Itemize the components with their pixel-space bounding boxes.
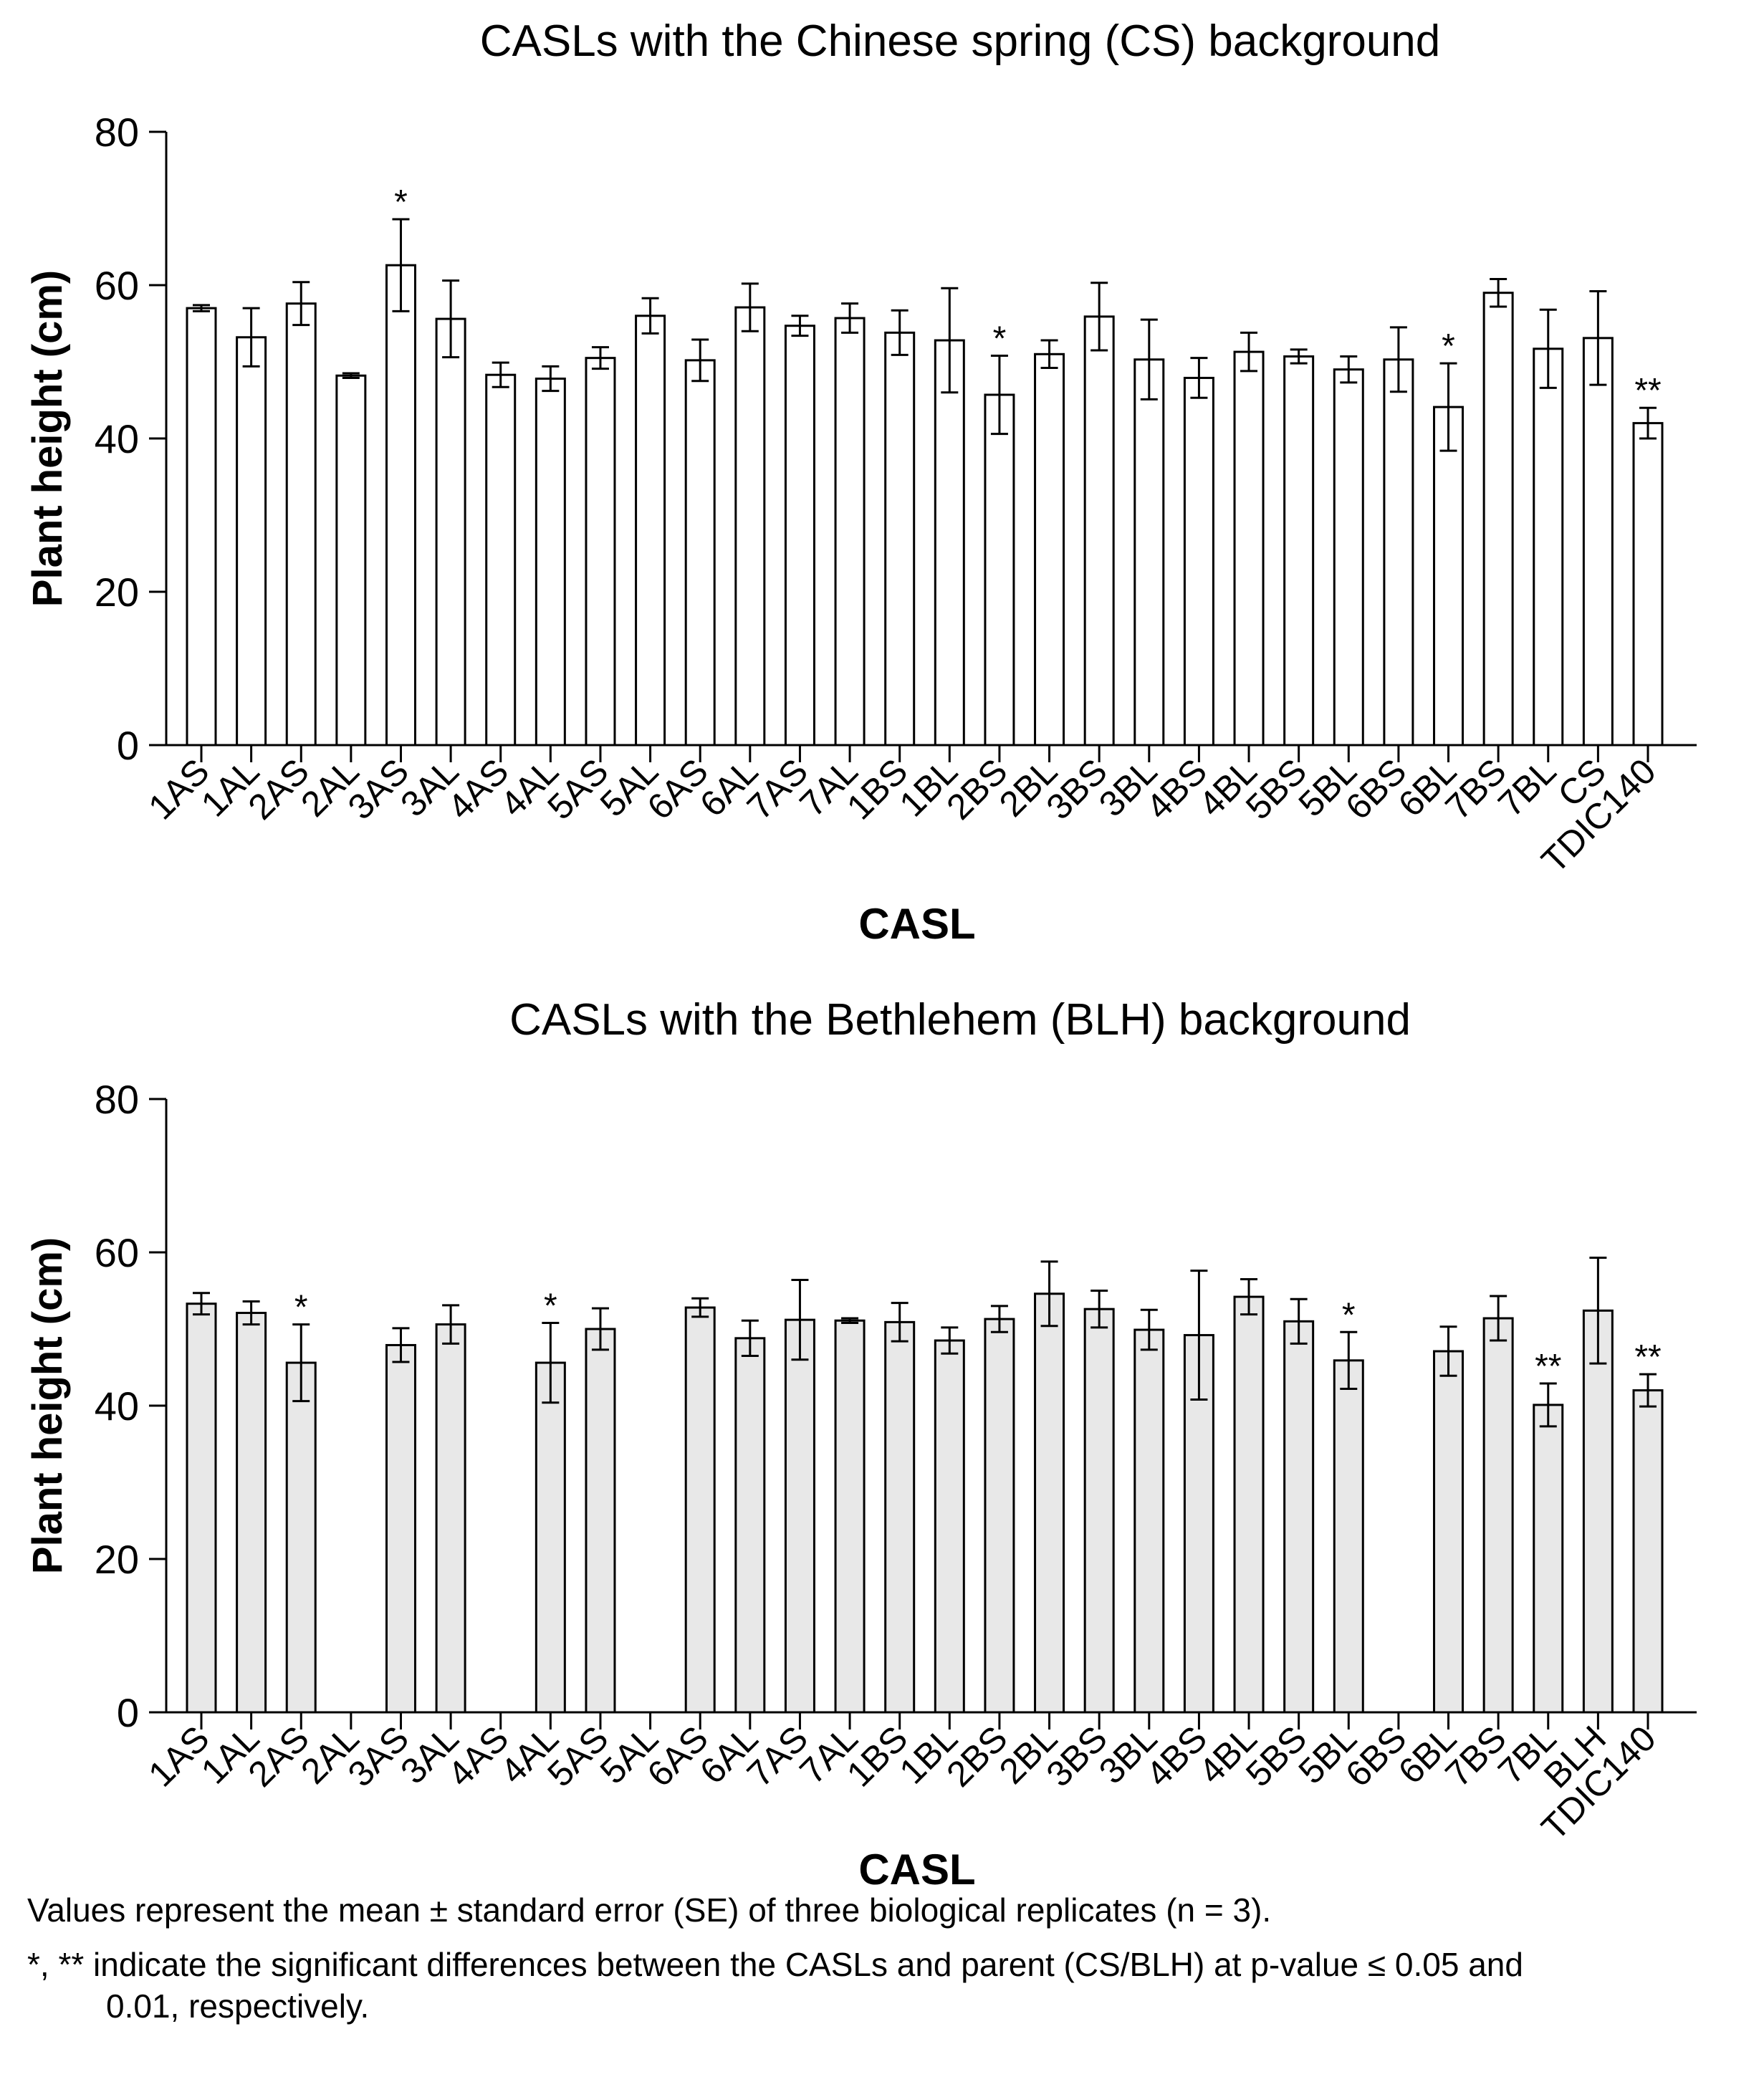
bar — [1533, 1404, 1564, 1714]
bar — [1233, 350, 1265, 747]
bar — [734, 306, 766, 747]
bar — [1433, 406, 1465, 747]
bar — [984, 1318, 1015, 1714]
bar — [1582, 337, 1614, 747]
significance-mark: * — [993, 320, 1007, 358]
bar — [934, 1339, 965, 1714]
significance-mark: * — [1442, 327, 1455, 365]
bar — [1283, 355, 1315, 747]
bar — [485, 373, 517, 747]
bar — [834, 1319, 866, 1714]
bar — [1632, 422, 1664, 747]
y-tick-label: 20 — [95, 570, 139, 615]
bar — [1383, 358, 1414, 747]
y-tick-label: 40 — [95, 416, 139, 461]
bar — [236, 336, 267, 747]
bar — [1482, 292, 1514, 747]
bar — [934, 339, 965, 747]
bar — [1283, 1320, 1315, 1714]
bar — [734, 1337, 766, 1714]
significance-mark: * — [394, 183, 408, 221]
bar — [435, 1323, 466, 1714]
bar — [1482, 1317, 1514, 1714]
bar — [984, 393, 1015, 747]
bar — [1034, 1292, 1065, 1714]
significance-mark: * — [544, 1287, 557, 1325]
y-tick-label: 0 — [117, 1690, 139, 1735]
bar — [784, 1318, 815, 1714]
y-tick-label: 80 — [95, 110, 139, 155]
bar — [186, 307, 217, 747]
footnote-values: Values represent the mean ± standard err… — [27, 1891, 1272, 1929]
bar — [1133, 1328, 1165, 1714]
bar — [684, 1306, 716, 1714]
bar — [535, 378, 566, 747]
bar — [834, 317, 866, 747]
bar — [585, 1328, 616, 1714]
bar — [1034, 352, 1065, 747]
bar — [186, 1302, 217, 1714]
bar — [784, 325, 815, 747]
bar — [285, 302, 317, 747]
x-axis-label: CASL — [858, 900, 975, 948]
chart-title: CASLs with the Chinese spring (CS) backg… — [480, 16, 1441, 66]
bar — [1582, 1309, 1614, 1714]
significance-mark: ** — [1634, 372, 1661, 410]
chart-panel-cs: CASLs with the Chinese spring (CS) backg… — [24, 16, 1697, 948]
y-tick-label: 20 — [95, 1537, 139, 1582]
y-tick-label: 60 — [95, 1230, 139, 1275]
bar — [1533, 347, 1564, 747]
significance-mark: ** — [1535, 1348, 1561, 1386]
bar — [435, 317, 466, 747]
bar — [236, 1312, 267, 1714]
bar — [1083, 1308, 1115, 1714]
y-tick-label: 40 — [95, 1383, 139, 1429]
footnote-significance-cont: 0.01, respectively. — [106, 1987, 370, 2025]
y-axis-label: Plant height (cm) — [24, 1237, 71, 1574]
bar — [1183, 376, 1214, 747]
significance-mark: ** — [1634, 1338, 1661, 1376]
bar — [385, 1343, 416, 1714]
bar — [285, 1361, 317, 1714]
bar — [884, 331, 916, 747]
chart-title: CASLs with the Bethlehem (BLH) backgroun… — [509, 995, 1411, 1045]
bar — [535, 1361, 566, 1714]
bar — [684, 359, 716, 747]
significance-mark: * — [294, 1289, 308, 1327]
bar — [335, 374, 367, 747]
y-tick-label: 80 — [95, 1077, 139, 1122]
chart-panel-blh: CASLs with the Bethlehem (BLH) backgroun… — [24, 995, 1697, 1894]
bar — [1133, 358, 1165, 747]
x-axis-label: CASL — [858, 1846, 975, 1894]
bar — [385, 264, 416, 747]
bar — [1632, 1389, 1664, 1714]
bar — [585, 357, 616, 747]
bar — [635, 315, 666, 747]
bar — [1233, 1295, 1265, 1714]
y-tick-label: 60 — [95, 263, 139, 308]
bar — [1333, 1359, 1364, 1714]
bar — [1333, 368, 1364, 747]
y-tick-label: 0 — [117, 723, 139, 768]
bar — [884, 1320, 916, 1714]
footnote-significance: *, ** indicate the significant differenc… — [27, 1946, 1523, 1983]
significance-mark: * — [1342, 1296, 1356, 1334]
bar — [1083, 315, 1115, 747]
bar — [1433, 1350, 1465, 1714]
y-axis-label: Plant height (cm) — [24, 270, 71, 607]
